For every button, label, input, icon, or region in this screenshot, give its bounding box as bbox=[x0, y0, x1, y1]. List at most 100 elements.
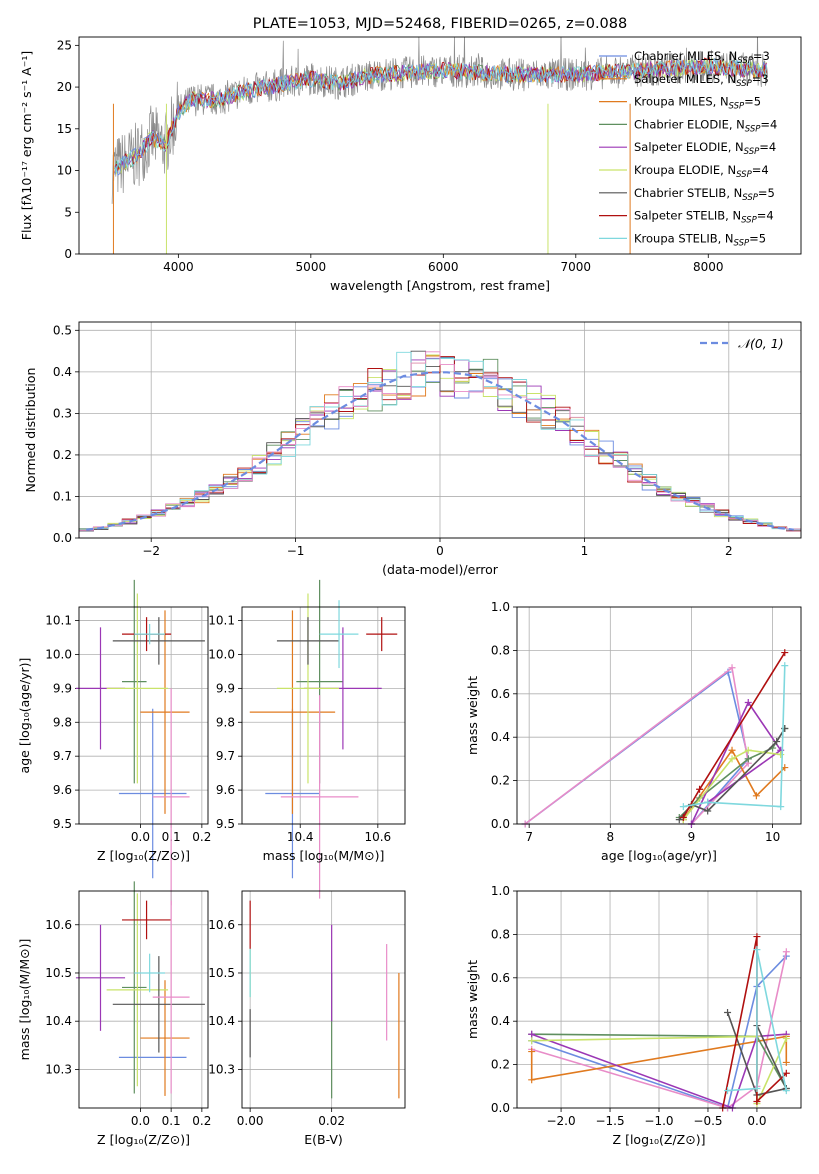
axes-frame bbox=[78, 606, 209, 825]
y-tick-label: 0.8 bbox=[491, 927, 510, 941]
x-axis-label: mass [log₁₀(M/M⊙)] bbox=[263, 848, 385, 863]
y-tick-label: 10.0 bbox=[45, 647, 72, 661]
point-marker bbox=[728, 755, 736, 763]
y-tick-label: 0.2 bbox=[491, 1058, 510, 1072]
massweight-series bbox=[521, 649, 789, 828]
legend-entry-text: Kroupa MILES, NSSP=5 bbox=[634, 95, 761, 112]
point-marker bbox=[782, 1058, 790, 1066]
y-tick-label: 20 bbox=[57, 80, 72, 94]
panel-3-axes bbox=[238, 607, 405, 828]
x-tick-label: 7 bbox=[525, 830, 533, 844]
axes-frame bbox=[78, 36, 802, 255]
y-tick-label: 10.3 bbox=[45, 1062, 72, 1076]
point-marker bbox=[782, 1069, 790, 1077]
point-marker bbox=[724, 1087, 732, 1095]
chart-title: PLATE=1053, MJD=52468, FIBERID=0265, z=0… bbox=[253, 16, 627, 32]
y-tick-label: 10.1 bbox=[208, 614, 235, 628]
y-axis-label: age [log₁₀(age/yr)] bbox=[17, 658, 32, 774]
y-tick-label: 0.5 bbox=[53, 323, 72, 337]
y-tick-label: 9.5 bbox=[53, 817, 72, 831]
point-marker bbox=[728, 664, 736, 672]
y-tick-label: 10 bbox=[57, 164, 72, 178]
legend-entry-text: Salpeter MILES, NSSP=3 bbox=[634, 72, 769, 89]
x-tick-label: 0.1 bbox=[162, 1114, 181, 1128]
point-marker bbox=[679, 813, 687, 821]
point-marker bbox=[704, 798, 712, 806]
legend-suffix: =3 bbox=[753, 49, 770, 63]
x-tick-label: 2 bbox=[725, 544, 733, 558]
x-axis-label: wavelength [Angstrom, rest frame] bbox=[330, 278, 550, 293]
y-tick-label: 10.5 bbox=[208, 966, 235, 980]
legend-label: Chabrier STELIB, N bbox=[634, 186, 742, 200]
point-marker bbox=[777, 751, 785, 759]
point-marker bbox=[724, 1009, 732, 1017]
legend-suffix: =4 bbox=[760, 117, 777, 131]
legend-subscript: SSP bbox=[745, 124, 761, 134]
x-tick-label: 8000 bbox=[693, 260, 724, 274]
y-tick-label: 0.6 bbox=[491, 971, 510, 985]
legend-subscript: SSP bbox=[729, 102, 745, 112]
y-tick-label: 10.6 bbox=[45, 918, 72, 932]
x-tick-label: 0.0 bbox=[747, 1114, 766, 1128]
x-tick-label: 6000 bbox=[428, 260, 459, 274]
legend-suffix: =5 bbox=[749, 231, 766, 245]
legend-entry-text: Kroupa ELODIE, NSSP=4 bbox=[634, 163, 769, 180]
series-line bbox=[683, 665, 786, 808]
series-line bbox=[524, 670, 750, 825]
y-tick-label: 9.8 bbox=[53, 715, 72, 729]
y-tick-label: 0.2 bbox=[491, 774, 510, 788]
point-marker bbox=[696, 785, 704, 793]
point-marker bbox=[777, 803, 785, 811]
y-tick-label: 10.1 bbox=[45, 614, 72, 628]
point-marker bbox=[528, 1076, 536, 1084]
y-tick-label: 0.0 bbox=[491, 1101, 510, 1115]
axes-frame bbox=[241, 890, 406, 1109]
massweight-series bbox=[528, 933, 790, 1112]
legend-suffix: =4 bbox=[759, 140, 776, 154]
y-tick-label: 9.6 bbox=[53, 783, 72, 797]
y-tick-label: 10.4 bbox=[208, 1014, 235, 1028]
x-axis-label: (data-model)/error bbox=[382, 562, 499, 577]
point-marker bbox=[781, 649, 789, 657]
legend-label: 𝒩(0, 1) bbox=[738, 336, 784, 351]
x-tick-label: 9 bbox=[688, 830, 696, 844]
legend-label: Kroupa MILES, N bbox=[634, 95, 729, 109]
gaussian-curve bbox=[86, 371, 794, 531]
series-line bbox=[531, 955, 787, 1110]
legend-label: Salpeter STELIB, N bbox=[634, 209, 741, 223]
legend-label: Salpeter ELODIE, N bbox=[634, 140, 744, 154]
legend-subscript: SSP bbox=[736, 170, 752, 180]
point-marker bbox=[781, 662, 789, 670]
y-axis-label: Normed distribution bbox=[23, 368, 38, 493]
legend-suffix: =5 bbox=[744, 95, 761, 109]
x-tick-label: 0.0 bbox=[131, 830, 150, 844]
y-tick-label: 0.2 bbox=[53, 448, 72, 462]
legend-subscript: SSP bbox=[736, 79, 752, 89]
legend-subscript: SSP bbox=[734, 238, 750, 248]
y-axis-label: Flux [fλ10⁻¹⁷ erg cm⁻² s⁻¹ A⁻¹] bbox=[19, 51, 34, 240]
point-marker bbox=[744, 698, 752, 706]
legend-entry-text: Salpeter STELIB, NSSP=4 bbox=[634, 209, 774, 226]
x-tick-label: 0.0 bbox=[131, 1114, 150, 1128]
point-marker bbox=[744, 755, 752, 763]
x-tick-label: −1 bbox=[287, 544, 305, 558]
axes-frame bbox=[78, 321, 802, 539]
spectrum-lines bbox=[111, 37, 768, 254]
x-tick-label: 0.2 bbox=[192, 830, 211, 844]
x-tick-label: 0.2 bbox=[192, 1114, 211, 1128]
y-tick-label: 9.9 bbox=[216, 681, 235, 695]
x-tick-label: 1 bbox=[581, 544, 589, 558]
point-marker bbox=[679, 803, 687, 811]
point-marker bbox=[675, 816, 683, 824]
y-tick-label: 0.0 bbox=[53, 531, 72, 545]
x-tick-label: −1.5 bbox=[595, 1114, 624, 1128]
point-marker bbox=[744, 746, 752, 754]
axes-frame bbox=[78, 890, 209, 1109]
point-marker bbox=[782, 1087, 790, 1095]
y-axis-label: mass weight bbox=[465, 676, 480, 755]
x-tick-label: 0.02 bbox=[318, 1114, 345, 1128]
x-axis-label: E(B-V) bbox=[304, 1132, 343, 1147]
x-tick-label: 4000 bbox=[163, 260, 194, 274]
x-tick-label: −2.0 bbox=[546, 1114, 575, 1128]
